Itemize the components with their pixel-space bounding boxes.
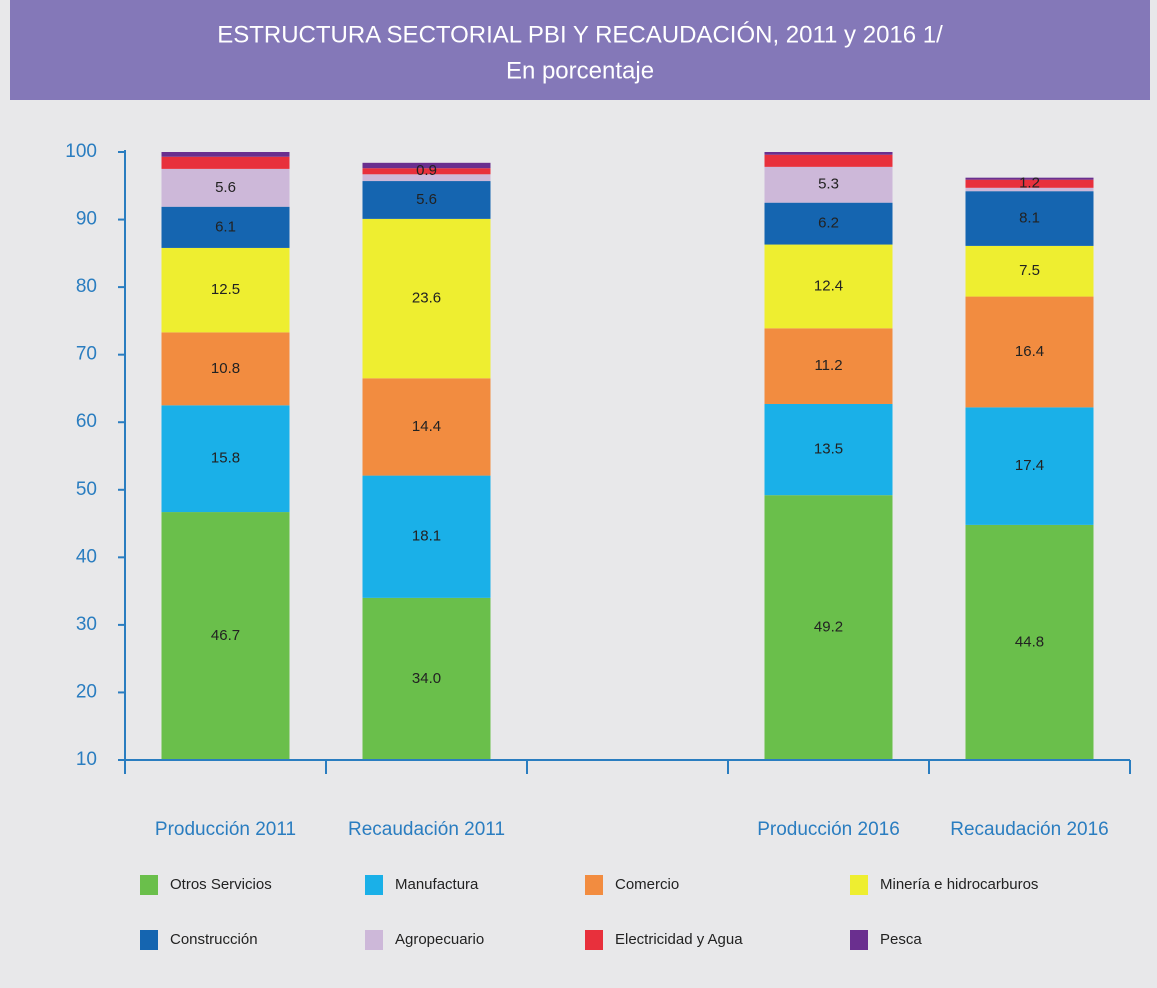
bar-segment bbox=[965, 524, 1094, 760]
bar-segment bbox=[965, 407, 1094, 525]
bar-segment bbox=[965, 187, 1094, 192]
legend-swatch bbox=[850, 875, 868, 895]
value-label: 46.7 bbox=[211, 627, 240, 644]
value-label: 0.9 bbox=[416, 162, 437, 179]
bar-segment bbox=[764, 403, 893, 496]
value-label: 14.4 bbox=[412, 418, 441, 435]
bar-segment bbox=[764, 152, 893, 155]
bar-segment bbox=[362, 475, 491, 598]
y-tick-label: 10 bbox=[76, 749, 97, 770]
value-label: 23.6 bbox=[412, 290, 441, 307]
bar-segment bbox=[362, 162, 491, 169]
value-label: 12.5 bbox=[211, 281, 240, 298]
value-label: 8.1 bbox=[1019, 210, 1040, 227]
y-tick-label: 40 bbox=[76, 546, 97, 567]
legend-label: Otros Servicios bbox=[170, 876, 272, 893]
legend-label: Electricidad y Agua bbox=[615, 931, 743, 948]
legend-label: Pesca bbox=[880, 931, 922, 948]
bar-segment bbox=[764, 328, 893, 404]
bar-segment bbox=[764, 244, 893, 329]
value-label: 1.2 bbox=[1019, 175, 1040, 192]
bar-segment bbox=[161, 512, 290, 760]
y-tick-label: 70 bbox=[76, 344, 97, 365]
value-label: 15.8 bbox=[211, 450, 240, 467]
value-label: 17.4 bbox=[1015, 457, 1044, 474]
bar-segment bbox=[161, 405, 290, 513]
value-label: 16.4 bbox=[1015, 343, 1044, 360]
legend-label: Minería e hidrocarburos bbox=[880, 876, 1038, 893]
y-tick-label: 50 bbox=[76, 479, 97, 500]
legend-swatch bbox=[365, 930, 383, 950]
legend-swatch bbox=[585, 930, 603, 950]
value-label: 5.6 bbox=[215, 179, 236, 196]
bar-segment bbox=[362, 597, 491, 760]
chart-subtitle: En porcentaje bbox=[506, 57, 654, 84]
value-label: 13.5 bbox=[814, 441, 843, 458]
value-label: 34.0 bbox=[412, 670, 441, 687]
legend-swatch bbox=[585, 875, 603, 895]
value-label: 49.2 bbox=[814, 619, 843, 636]
y-tick-label: 90 bbox=[76, 209, 97, 230]
title-bar bbox=[10, 0, 1150, 100]
bar-segment bbox=[362, 168, 491, 175]
value-label: 44.8 bbox=[1015, 633, 1044, 650]
legend-label: Manufactura bbox=[395, 876, 479, 893]
bar-segment bbox=[764, 202, 893, 245]
bar-segment bbox=[362, 181, 491, 219]
y-tick-label: 60 bbox=[76, 411, 97, 432]
value-label: 11.2 bbox=[814, 357, 842, 374]
y-tick-label: 30 bbox=[76, 614, 97, 635]
bar-segment bbox=[362, 218, 491, 379]
value-label: 6.1 bbox=[215, 218, 236, 235]
bar-segment bbox=[161, 152, 290, 157]
bar-segment bbox=[161, 156, 290, 169]
bar-segment bbox=[965, 191, 1094, 246]
bar-segment bbox=[362, 378, 491, 476]
bar-segment bbox=[161, 247, 290, 333]
legend-swatch bbox=[140, 930, 158, 950]
x-tick-label: Recaudación 2016 bbox=[950, 819, 1108, 840]
bar-segment bbox=[764, 166, 893, 203]
y-tick-label: 20 bbox=[76, 681, 97, 702]
bar-segment bbox=[764, 495, 893, 760]
bar-segment bbox=[362, 174, 491, 182]
value-label: 6.2 bbox=[818, 215, 839, 232]
bar-segment bbox=[965, 245, 1094, 297]
bar-segment bbox=[965, 296, 1094, 408]
chart-title: ESTRUCTURA SECTORIAL PBI Y RECAUDACIÓN, … bbox=[217, 21, 943, 48]
value-label: 10.8 bbox=[211, 360, 240, 377]
legend-label: Construcción bbox=[170, 931, 258, 948]
x-tick-label: Recaudación 2011 bbox=[348, 819, 505, 840]
y-tick-label: 80 bbox=[76, 276, 97, 297]
plot-area bbox=[161, 152, 1094, 760]
legend-swatch bbox=[850, 930, 868, 950]
x-tick-label: Producción 2016 bbox=[757, 819, 900, 840]
legend-label: Agropecuario bbox=[395, 931, 484, 948]
bar-segment bbox=[161, 206, 290, 248]
bar-segment bbox=[161, 168, 290, 207]
value-label: 5.6 bbox=[416, 191, 437, 208]
bar-segment bbox=[764, 154, 893, 167]
value-label: 5.3 bbox=[818, 176, 839, 193]
value-label: 18.1 bbox=[412, 528, 441, 545]
value-label: 12.4 bbox=[814, 277, 843, 294]
legend-swatch bbox=[365, 875, 383, 895]
x-tick-label: Producción 2011 bbox=[155, 819, 296, 840]
bar-segment bbox=[161, 332, 290, 406]
bar-segment bbox=[965, 179, 1094, 188]
legend-label: Comercio bbox=[615, 876, 679, 893]
value-label: 7.5 bbox=[1019, 262, 1040, 279]
y-tick-label: 100 bbox=[65, 141, 97, 162]
bar-segment bbox=[965, 177, 1094, 180]
legend-swatch bbox=[140, 875, 158, 895]
